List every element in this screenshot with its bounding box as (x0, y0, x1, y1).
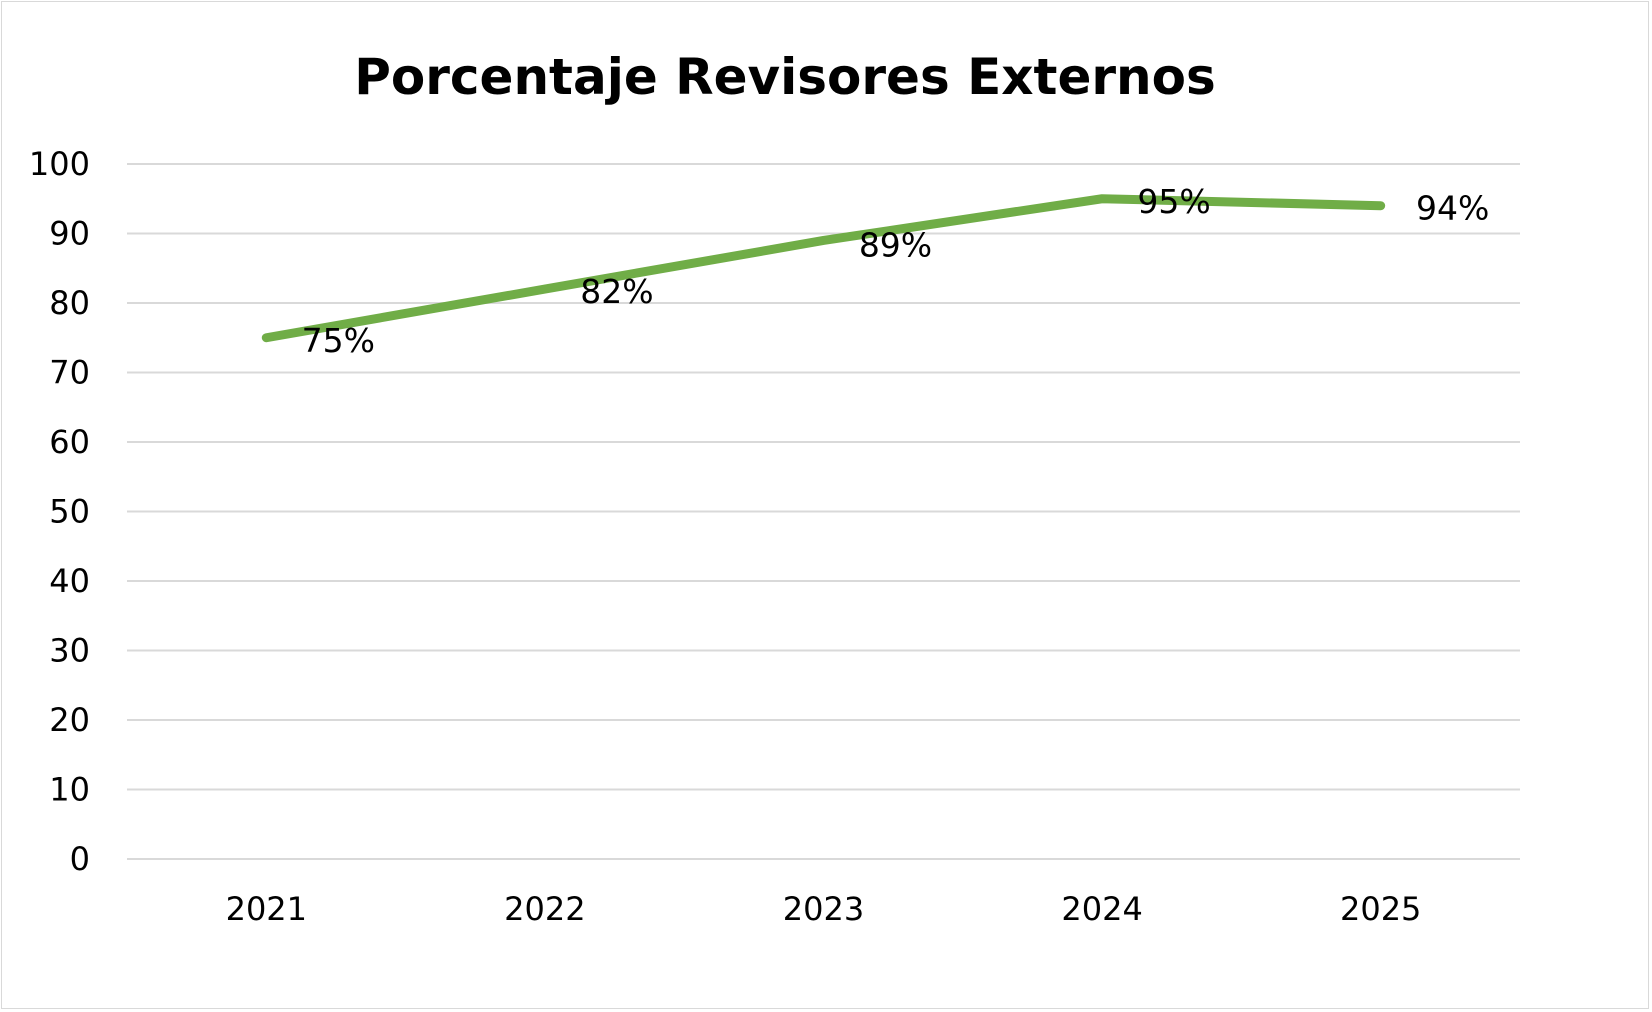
series-line-group (261, 194, 1386, 343)
x-tick-label: 2023 (783, 890, 864, 928)
data-labels: 75% 82% 89% 95% 94% (302, 182, 1490, 360)
y-tick-label: 80 (49, 284, 90, 322)
x-tick-label: 2021 (226, 890, 307, 928)
y-tick-label: 50 (49, 493, 90, 531)
y-tick-label: 60 (49, 423, 90, 461)
y-axis-ticks: 0 10 20 30 40 50 60 70 80 90 100 (29, 145, 90, 878)
y-tick-label: 100 (29, 145, 90, 183)
data-label-2022: 82% (580, 272, 653, 311)
y-tick-label: 90 (49, 215, 90, 253)
data-label-2024: 95% (1137, 182, 1210, 221)
y-tick-label: 70 (49, 354, 90, 392)
x-tick-label: 2022 (504, 890, 585, 928)
data-label-2021: 75% (302, 321, 375, 360)
gridlines (127, 163, 1520, 860)
x-axis-ticks: 2021 2022 2023 2024 2025 (226, 890, 1422, 928)
data-label-2023: 89% (859, 225, 932, 264)
y-tick-label: 40 (49, 562, 90, 600)
series-line (261, 194, 1386, 343)
y-tick-label: 30 (49, 632, 90, 670)
chart-title: Porcentaje Revisores Externos (354, 48, 1215, 106)
y-tick-label: 10 (49, 771, 90, 809)
y-tick-label: 20 (49, 701, 90, 739)
x-tick-label: 2024 (1061, 890, 1142, 928)
x-tick-label: 2025 (1340, 890, 1421, 928)
y-tick-label: 0 (70, 840, 90, 878)
data-label-2025: 94% (1416, 189, 1489, 228)
